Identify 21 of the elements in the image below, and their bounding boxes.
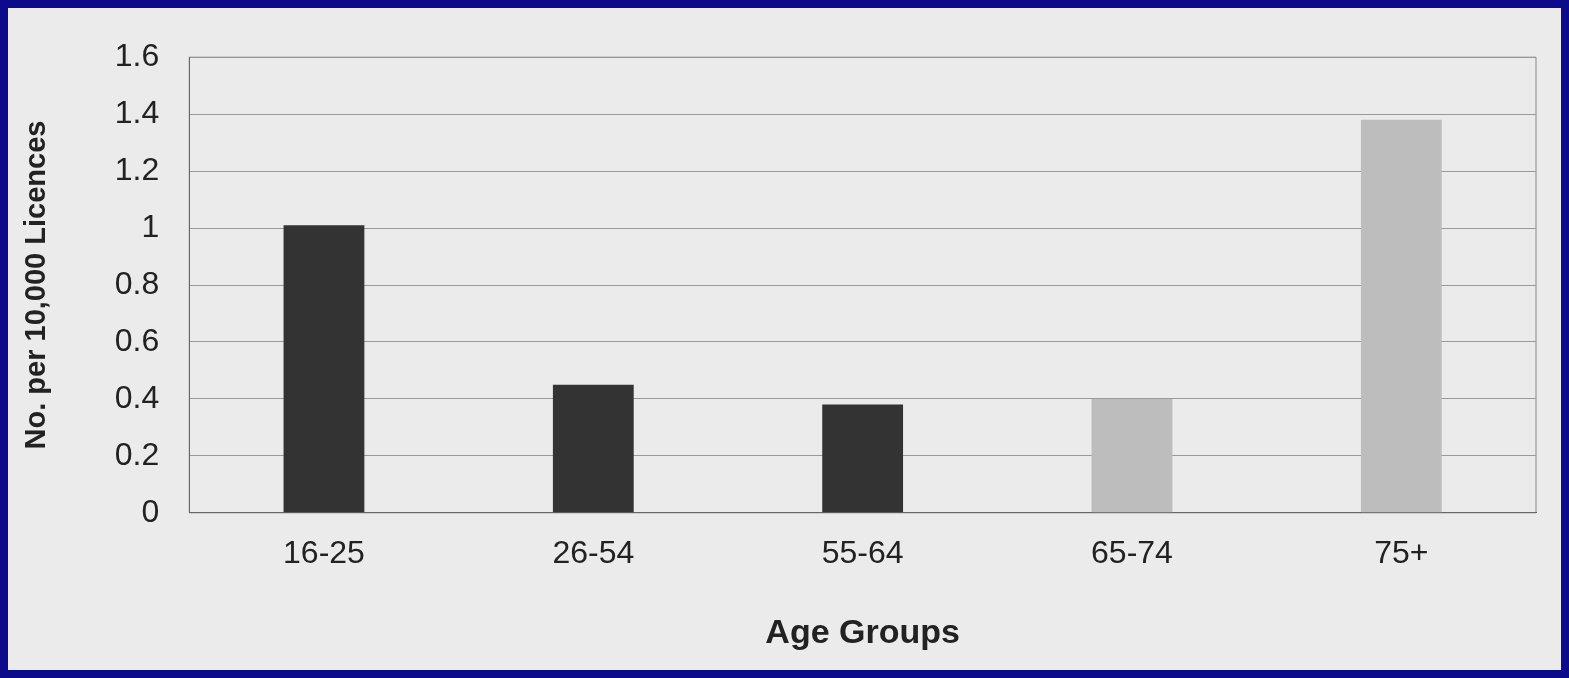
bar	[283, 225, 365, 513]
y-tick-label: 1.2	[114, 150, 160, 187]
y-tick-label: 1.4	[114, 93, 160, 130]
y-tick-label: 1	[141, 207, 160, 244]
y-tick-label: 0	[141, 492, 160, 529]
y-tick-label: 0.2	[114, 435, 160, 472]
x-tick-label: 26-54	[552, 533, 635, 570]
x-axis-title: Age Groups	[765, 611, 960, 650]
x-tick-label: 65-74	[1091, 533, 1173, 570]
y-axis-title: No. per 10,000 Licences	[19, 120, 52, 450]
bar	[552, 384, 634, 513]
y-tick-label: 0.6	[114, 321, 160, 358]
y-tick-label: 0.4	[114, 378, 160, 415]
bar	[1091, 398, 1173, 513]
x-tick-label: 55-64	[821, 533, 904, 570]
x-tick-label: 16-25	[283, 533, 365, 570]
bar	[822, 404, 904, 513]
y-tick-label: 0.8	[114, 264, 160, 301]
y-tick-label: 1.6	[114, 37, 160, 74]
x-tick-label: 75+	[1374, 533, 1429, 570]
bar	[1360, 119, 1442, 513]
